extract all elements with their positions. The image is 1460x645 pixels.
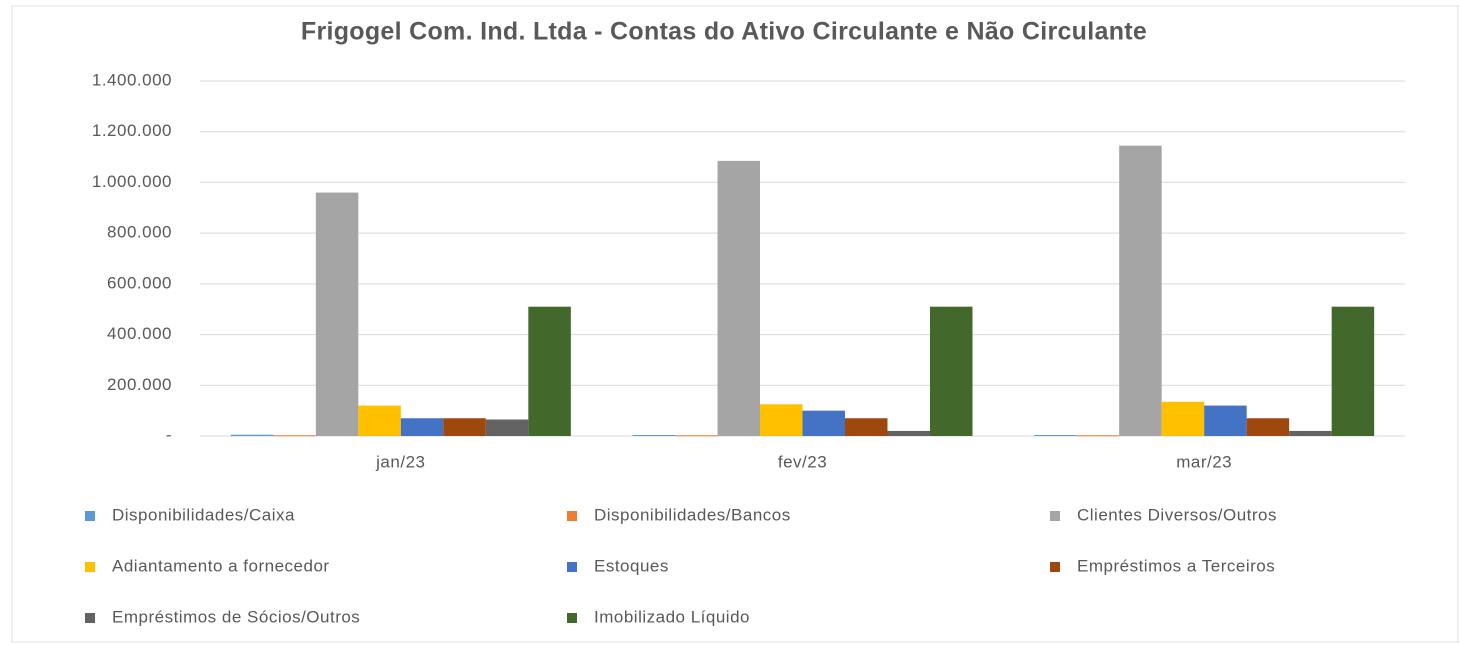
legend-swatch	[567, 613, 577, 623]
bar	[675, 435, 718, 437]
legend-swatch	[1050, 511, 1060, 521]
x-tick-label: jan/23	[375, 452, 425, 471]
legend-label: Estoques	[594, 556, 669, 575]
legend-label: Clientes Diversos/Outros	[1077, 505, 1277, 524]
y-tick-label: 1.200.000	[92, 121, 172, 140]
bar	[1161, 401, 1205, 436]
bar	[358, 405, 401, 436]
legend-label: Empréstimos de Sócios/Outros	[112, 607, 360, 626]
bar	[1289, 430, 1332, 436]
bar	[717, 160, 760, 436]
legend-swatch	[567, 511, 577, 521]
x-tick-label: fev/23	[778, 452, 827, 471]
y-tick-label: 1.400.000	[92, 70, 172, 89]
x-tick-label: mar/23	[1176, 452, 1232, 471]
y-tick-label: -	[166, 425, 172, 444]
bar	[802, 410, 845, 436]
bar	[443, 418, 486, 436]
bar	[1076, 435, 1120, 437]
bar	[528, 306, 571, 436]
bar	[845, 418, 888, 436]
bar	[1246, 418, 1290, 436]
bar	[632, 434, 675, 436]
bar	[485, 419, 529, 436]
legend-label: Imobilizado Líquido	[594, 607, 750, 626]
y-tick-label: 200.000	[107, 375, 172, 394]
bar	[1034, 434, 1077, 436]
legend-swatch	[85, 562, 95, 572]
legend-label: Adiantamento a fornecedor	[112, 556, 330, 575]
legend-swatch	[85, 613, 95, 623]
legend-label: Disponibilidades/Caixa	[112, 505, 295, 524]
bar	[760, 404, 803, 436]
bar	[930, 306, 973, 436]
y-tick-label: 800.000	[107, 223, 172, 242]
bar	[1204, 405, 1247, 436]
bar	[1331, 306, 1375, 436]
bar	[887, 430, 930, 436]
bar	[1119, 145, 1162, 437]
bar	[400, 418, 444, 436]
bar	[273, 435, 316, 437]
y-tick-label: 1.000.000	[92, 172, 172, 191]
legend-label: Disponibilidades/Bancos	[594, 505, 791, 524]
chart-title: Frigogel Com. Ind. Ltda - Contas do Ativ…	[301, 18, 1147, 46]
legend-label: Empréstimos a Terceiros	[1077, 556, 1275, 575]
legend-swatch	[567, 562, 577, 572]
legend-swatch	[85, 511, 95, 521]
bar	[230, 434, 274, 436]
bar	[315, 192, 359, 436]
y-tick-label: 600.000	[107, 273, 172, 292]
y-tick-label: 400.000	[107, 324, 172, 343]
legend-swatch	[1050, 562, 1060, 572]
